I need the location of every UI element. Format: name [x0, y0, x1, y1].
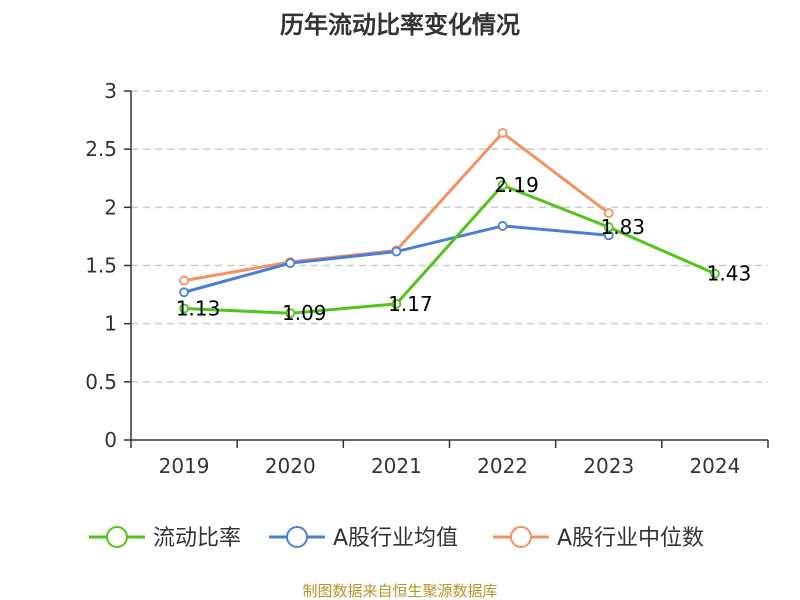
data-point[interactable] [179, 275, 189, 286]
y-tick-label: 0 [104, 428, 117, 452]
series-line [184, 183, 716, 315]
legend-label: A股行业均值 [333, 526, 458, 551]
data-point[interactable] [603, 208, 614, 219]
axes: 0 0.5 1 1.5 2 2.5 3 2019 2020 2021 2022 2023 2024 [85, 79, 769, 478]
y-tick-label: 3 [104, 79, 117, 103]
y-tick-label: 2 [104, 195, 117, 219]
y-tick-label: 1 [104, 312, 117, 336]
data-point[interactable] [710, 268, 720, 279]
data-label: 1.13 [176, 297, 221, 321]
data-point[interactable] [179, 303, 189, 314]
data-point[interactable] [391, 246, 402, 257]
data-point[interactable] [497, 127, 508, 138]
x-tick-label: 2023 [583, 454, 634, 478]
data-point[interactable] [285, 308, 296, 319]
data-point[interactable] [179, 287, 189, 298]
data-point[interactable] [497, 221, 508, 231]
series-line [183, 224, 609, 294]
source-note: 制图数据来自恒生聚源数据库 [302, 582, 497, 600]
x-tick-label: 2021 [371, 454, 422, 478]
data-point[interactable] [391, 298, 402, 309]
data-label: 2.19 [494, 173, 539, 197]
legend-item[interactable]: A股行业中位数 [493, 526, 704, 551]
legend[interactable]: 流动比率 A股行业均值 A股行业中位数 [89, 526, 704, 551]
legend-item[interactable]: 流动比率 [89, 526, 241, 551]
data-label: 1.17 [388, 292, 433, 316]
legend-marker-icon [286, 526, 308, 548]
data-point[interactable] [285, 258, 296, 269]
data-point[interactable] [603, 222, 614, 233]
legend-marker-icon [510, 526, 532, 548]
legend-marker-icon [106, 526, 128, 548]
legend-label: A股行业中位数 [557, 526, 704, 551]
y-tick-label: 1.5 [85, 254, 117, 278]
data-point[interactable] [497, 180, 508, 191]
x-tick-label: 2020 [265, 454, 316, 478]
data-labels: 1.13 1.09 1.17 2.19 1.83 1.43 [176, 173, 751, 325]
legend-label: 流动比率 [153, 526, 241, 551]
data-label: 1.09 [282, 301, 327, 325]
y-tick-label: 0.5 [85, 370, 117, 394]
legend-item[interactable]: A股行业均值 [269, 526, 458, 551]
data-label: 1.83 [600, 215, 645, 239]
grid-lines [131, 90, 768, 383]
x-tick-label: 2024 [689, 454, 740, 478]
series-group [179, 127, 720, 319]
x-tick-label: 2019 [159, 454, 210, 478]
x-tick-label: 2022 [477, 454, 528, 478]
y-tick-label: 2.5 [85, 137, 117, 161]
data-label: 1.43 [707, 262, 752, 286]
chart-title: 历年流动比率变化情况 [280, 11, 520, 39]
